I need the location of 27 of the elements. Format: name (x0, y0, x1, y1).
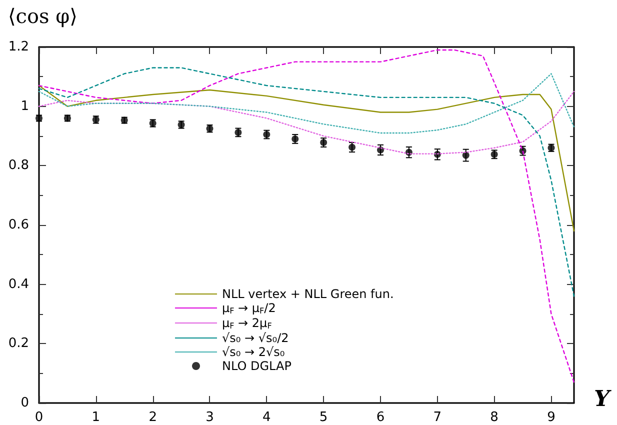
legend-label: √s₀ → 2√s₀ (222, 345, 285, 359)
legend-label: NLO DGLAP (222, 359, 292, 373)
y-axis-title: ⟨cos φ⟩ (8, 4, 78, 28)
x-tick-label: 5 (319, 410, 328, 425)
x-tick-label: 7 (433, 410, 442, 425)
line-series (38, 49, 575, 383)
x-tick-label: 3 (206, 410, 214, 425)
line-series (38, 84, 575, 232)
y-tick-label: 0.8 (8, 158, 29, 174)
x-tick-label: 8 (490, 410, 498, 425)
y-tick-label: 0.2 (8, 336, 29, 352)
x-tick-label: 2 (148, 410, 157, 425)
line-series (38, 67, 575, 297)
x-tick-label: 4 (262, 410, 271, 425)
x-tick-label: 6 (376, 410, 385, 425)
y-tick-label: 1 (20, 98, 29, 114)
x-tick-label: 9 (547, 410, 556, 425)
y-tick-label: 1.2 (8, 40, 29, 54)
legend-label: NLL vertex + NLL Green fun. (222, 287, 394, 301)
x-tick-label: 0 (34, 410, 44, 425)
y-tick-label: 0.6 (8, 218, 29, 232)
x-tick-label: 1 (92, 410, 100, 425)
y-tick-label: 0 (20, 396, 29, 410)
x-axis-title: Y (594, 386, 612, 412)
line-series (38, 73, 575, 134)
legend-label: √s₀ → √s₀/2 (222, 331, 289, 345)
y-tick-label: 0.4 (8, 276, 29, 292)
